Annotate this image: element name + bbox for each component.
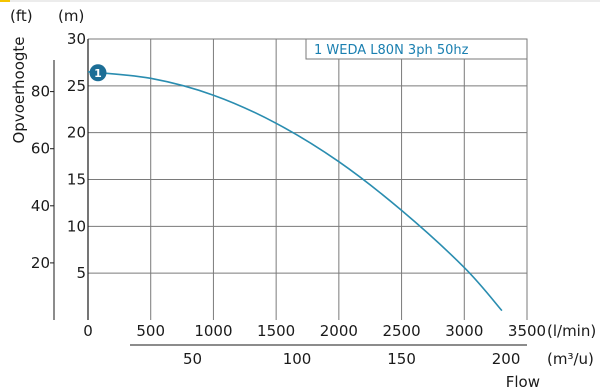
- legend-box: [305, 38, 528, 60]
- x2-tick-label: 100: [283, 350, 312, 368]
- accent-bar: [0, 0, 10, 2]
- x-tick-label: 0: [83, 322, 93, 340]
- y2-tick-label: 60: [31, 140, 50, 158]
- x-tick-label: 1000: [194, 322, 232, 340]
- y-tick-label: 5: [76, 264, 86, 282]
- y2-unit-label: (ft): [10, 7, 33, 25]
- y-tick-label: 25: [67, 77, 86, 95]
- series-layer: 1: [87, 64, 503, 312]
- series-badge-label: 1: [94, 67, 102, 80]
- x-tick-label: 3500: [508, 322, 546, 340]
- x-tick-label: 2000: [320, 322, 358, 340]
- x-tick-label: 1500: [257, 322, 295, 340]
- x2-tick-label: 50: [183, 350, 202, 368]
- y-unit-label: (m): [58, 7, 84, 25]
- x-tick-label: 3000: [445, 322, 483, 340]
- x-unit-label: (l/min): [547, 322, 596, 340]
- legend: 1 WEDA L80N 3ph 50hz: [305, 38, 528, 60]
- y-tick-label: 20: [67, 124, 86, 142]
- x-axis-title: Flow: [506, 373, 540, 391]
- legend-entry: 1 WEDA L80N 3ph 50hz: [314, 43, 469, 58]
- y-tick-label: 15: [67, 171, 86, 189]
- x2-tick-label: 150: [387, 350, 416, 368]
- x2-unit-label: (m³/u): [547, 350, 594, 368]
- y-tick-label: 30: [67, 30, 86, 48]
- x-tick-label: 500: [136, 322, 165, 340]
- x2-tick-label: 200: [492, 350, 521, 368]
- y-axis-title: Opvoerhoogte: [10, 36, 28, 143]
- axis-labels: (ft) (m) (l/min) (m³/u) Flow Opvoerhoogte: [10, 7, 596, 391]
- y-tick-label: 10: [67, 217, 86, 235]
- y2-tick-label: 20: [31, 254, 50, 272]
- series-line: [87, 70, 503, 312]
- grid: [88, 38, 528, 320]
- x-tick-label: 2500: [382, 322, 420, 340]
- y2-tick-label: 40: [31, 197, 50, 215]
- y2-tick-label: 80: [31, 83, 50, 101]
- series-badge: [89, 64, 107, 82]
- axes: 5 10 15 20 25 30 20 40 60 80 0 500 1000 1500 2000 2500 3…: [0, 0, 600, 368]
